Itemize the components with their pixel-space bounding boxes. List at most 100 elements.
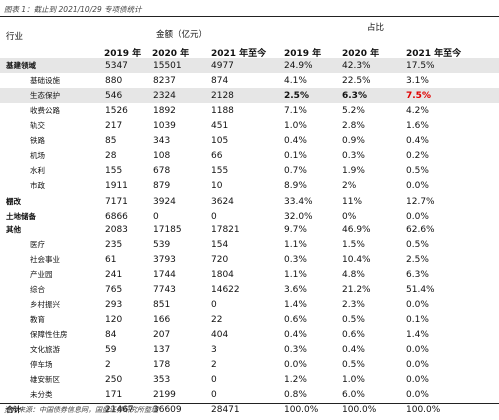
share-cell: 0.6% [342,330,365,340]
amount-cell: 353 [153,375,171,385]
amount-cell: 0 [211,300,217,310]
share-cell: 100.0% [406,405,441,415]
year-header-share-2019: 2019 年 [284,49,322,59]
share-cell: 0.5% [406,166,429,176]
table-row: 机场 28 108 66 0.1% 0.3% 0.2% [0,148,499,163]
share-cell: 1.6% [406,121,429,131]
amount-cell: 0 [153,212,159,222]
amount-cell: 2199 [153,390,176,400]
table-row: 水利 155 678 155 0.7% 1.9% 0.5% [0,163,499,178]
table-row: 棚改 7171 3924 3624 33.4% 11% 12.7% [0,194,499,209]
amount-cell: 2128 [211,91,234,101]
table-row: 生态保护 546 2324 2128 2.5% 6.3% 7.5% [0,88,499,103]
bottom-rule [0,403,499,404]
amount-cell: 66 [211,151,223,161]
row-label: 社会事业 [30,255,60,264]
amount-cell: 2324 [153,91,176,101]
amount-cell: 0 [211,212,217,222]
table-row: 乡村振兴 293 851 0 1.4% 2.3% 0.0% [0,297,499,312]
share-header: 占比 [367,23,385,33]
table-row: 市政 1911 879 10 8.9% 2% 0.0% [0,178,499,193]
amount-cell: 5347 [105,61,128,71]
share-cell: 0.0% [406,390,429,400]
table-row: 教育 120 166 22 0.6% 0.5% 0.1% [0,312,499,327]
share-cell: 21.2% [342,285,371,295]
amount-cell: 59 [105,345,117,355]
share-cell: 0.0% [406,212,429,222]
table-row: 合计 21467 36609 28471 100.0% 100.0% 100.0% [0,402,499,417]
row-label: 收费公路 [30,106,60,115]
amount-cell: 879 [153,181,171,191]
share-cell: 1.0% [284,121,307,131]
share-cell: 0.1% [284,151,307,161]
amount-cell: 108 [153,151,171,161]
amount-cell: 105 [211,136,229,146]
amount-cell: 235 [105,240,123,250]
amount-cell: 1911 [105,181,128,191]
row-label: 综合 [30,285,45,294]
amount-cell: 0 [211,375,217,385]
share-cell: 33.4% [284,197,313,207]
amount-cell: 217 [105,121,123,131]
amount-cell: 17185 [153,225,182,235]
amount-cell: 3624 [211,197,234,207]
share-cell: 4.8% [342,270,365,280]
share-cell: 0.9% [342,136,365,146]
share-cell: 0% [342,212,357,222]
row-label: 基础设施 [30,76,60,85]
table-row: 基建领域 5347 15501 4977 24.9% 42.3% 17.5% [0,58,499,73]
table-row: 基础设施 880 8237 874 4.1% 22.5% 3.1% [0,73,499,88]
share-cell: 1.2% [284,375,307,385]
amount-cell: 155 [211,166,229,176]
amount-cell: 250 [105,375,123,385]
row-label: 土地储备 [6,212,36,221]
share-cell: 0.4% [406,136,429,146]
share-cell: 1.1% [284,240,307,250]
amount-cell: 4977 [211,61,234,71]
share-cell: 0.0% [406,375,429,385]
row-label: 水利 [30,166,45,175]
amount-cell: 851 [153,300,171,310]
amount-cell: 166 [153,315,171,325]
amount-cell: 241 [105,270,123,280]
row-label: 合计 [6,405,21,414]
table-row: 医疗 235 539 154 1.1% 1.5% 0.5% [0,237,499,252]
amount-cell: 85 [105,136,117,146]
amount-cell: 2 [105,360,111,370]
share-cell: 0.3% [284,255,307,265]
share-cell: 7.5% [406,91,431,101]
share-cell: 2% [342,181,357,191]
table-row: 轨交 217 1039 451 1.0% 2.8% 1.6% [0,118,499,133]
amount-cell: 1804 [211,270,234,280]
share-cell: 17.5% [406,61,435,71]
share-cell: 32.0% [284,212,313,222]
year-header-share-2020: 2020 年 [342,49,380,59]
share-cell: 0.1% [406,315,429,325]
share-cell: 0.0% [406,360,429,370]
row-label: 雄安新区 [30,375,60,384]
share-cell: 46.9% [342,225,371,235]
row-label: 其他 [6,225,21,234]
share-cell: 0.4% [342,345,365,355]
share-cell: 9.7% [284,225,307,235]
share-cell: 5.2% [342,106,365,116]
amount-cell: 678 [153,166,171,176]
year-header-amount-2020: 2020 年 [152,49,190,59]
row-label: 棚改 [6,197,21,206]
amount-cell: 15501 [153,61,182,71]
share-cell: 0.3% [284,345,307,355]
amount-cell: 1526 [105,106,128,116]
row-label: 教育 [30,315,45,324]
table-row: 保障性住房 84 207 404 0.4% 0.6% 1.4% [0,327,499,342]
amount-cell: 84 [105,330,117,340]
year-header-amount-2019: 2019 年 [104,49,142,59]
share-cell: 3.1% [406,76,429,86]
share-cell: 12.7% [406,197,435,207]
share-cell: 11% [342,197,363,207]
amount-cell: 14622 [211,285,240,295]
table-row: 未分类 171 2199 0 0.8% 6.0% 0.0% [0,387,499,402]
amount-cell: 546 [105,91,123,101]
row-label: 机场 [30,151,45,160]
amount-cell: 61 [105,255,117,265]
row-label: 保障性住房 [30,330,68,339]
